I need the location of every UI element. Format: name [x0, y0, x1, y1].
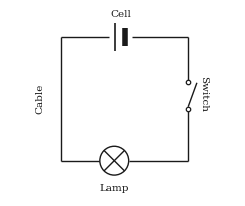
Text: Switch: Switch: [199, 76, 208, 112]
Circle shape: [100, 146, 129, 175]
Text: Lamp: Lamp: [99, 184, 129, 193]
Text: Cable: Cable: [36, 84, 45, 114]
Text: Cell: Cell: [110, 9, 131, 19]
